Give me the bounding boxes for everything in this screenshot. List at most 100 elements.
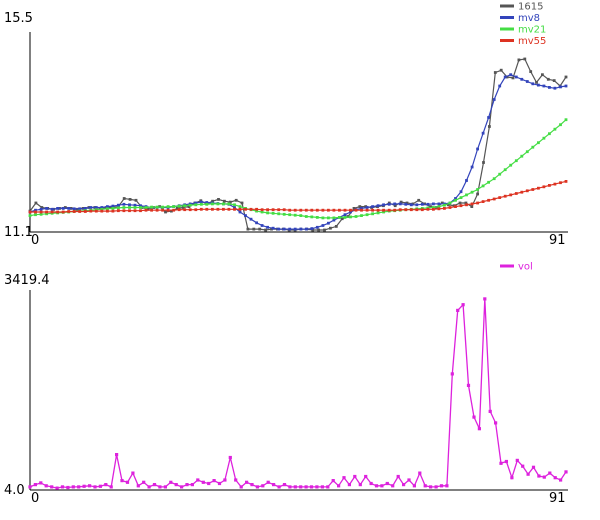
- data-point: [369, 481, 373, 486]
- data-point: [100, 206, 104, 209]
- data-point: [429, 205, 432, 208]
- data-point: [415, 203, 419, 207]
- data-point: [238, 207, 242, 211]
- series-line-1615: [29, 58, 567, 231]
- data-point: [360, 208, 363, 212]
- data-point: [537, 186, 540, 190]
- data-point: [34, 213, 37, 217]
- data-point: [63, 206, 67, 209]
- data-point: [393, 202, 397, 206]
- data-point: [492, 197, 496, 201]
- data-point: [559, 478, 563, 482]
- data-point: [343, 213, 347, 217]
- data-point: [115, 453, 119, 457]
- data-point: [45, 207, 48, 210]
- data-point: [505, 75, 509, 79]
- data-point: [509, 193, 513, 197]
- data-point: [89, 206, 93, 209]
- data-point: [277, 485, 281, 489]
- data-point: [465, 179, 468, 182]
- data-point: [166, 205, 170, 208]
- data-point: [164, 210, 167, 214]
- data-point: [454, 197, 457, 200]
- data-point: [559, 123, 562, 127]
- data-point: [277, 208, 281, 212]
- data-point: [244, 207, 247, 211]
- data-point: [188, 203, 192, 207]
- data-point: [525, 150, 529, 154]
- data-point: [131, 471, 135, 475]
- data-point: [461, 303, 465, 307]
- data-point: [288, 208, 292, 212]
- data-point: [520, 190, 524, 194]
- data-point: [299, 227, 303, 231]
- data-point: [365, 213, 369, 217]
- series-mv55: [28, 180, 568, 214]
- data-point: [233, 203, 236, 207]
- data-point: [246, 227, 250, 231]
- data-point: [299, 208, 303, 212]
- data-point: [56, 207, 59, 210]
- data-point: [559, 85, 562, 89]
- data-point: [266, 480, 270, 484]
- data-point: [111, 209, 115, 213]
- series-line-mv21: [29, 119, 567, 219]
- data-point: [393, 204, 397, 208]
- data-point: [28, 210, 32, 214]
- data-point: [338, 208, 341, 212]
- data-point: [349, 210, 352, 214]
- data-point: [352, 207, 356, 210]
- data-point: [317, 228, 320, 232]
- data-point: [34, 201, 38, 205]
- data-point: [199, 207, 203, 211]
- data-point: [456, 308, 460, 312]
- data-point: [217, 481, 222, 486]
- data-point: [133, 203, 137, 207]
- data-point: [387, 202, 391, 206]
- data-point: [223, 199, 226, 203]
- data-point: [190, 483, 194, 487]
- data-point: [310, 215, 314, 219]
- data-point: [282, 483, 287, 487]
- data-point: [396, 474, 400, 479]
- series-line-vol: [29, 298, 567, 489]
- data-point: [503, 75, 507, 79]
- data-point: [44, 484, 48, 488]
- data-point: [67, 210, 71, 213]
- data-point: [376, 208, 380, 212]
- data-point: [183, 208, 187, 212]
- data-point: [261, 484, 265, 488]
- data-point: [234, 478, 238, 482]
- data-point: [166, 208, 170, 212]
- data-point: [552, 79, 556, 82]
- data-point: [331, 479, 335, 483]
- data-point: [537, 141, 540, 145]
- data-point: [371, 212, 374, 216]
- data-point: [185, 483, 189, 487]
- data-point: [515, 458, 519, 462]
- data-point: [238, 210, 242, 214]
- data-point: [315, 216, 319, 219]
- data-point: [465, 193, 468, 197]
- data-point: [340, 217, 344, 221]
- data-point: [293, 213, 297, 217]
- data-point: [177, 204, 181, 208]
- data-point: [238, 205, 242, 208]
- legend-item-1615: 1615: [500, 2, 543, 13]
- data-point: [440, 201, 444, 205]
- data-point: [542, 185, 546, 189]
- data-point: [494, 421, 498, 425]
- data-point: [337, 484, 341, 488]
- data-point: [531, 82, 535, 86]
- data-point: [222, 202, 225, 206]
- data-point: [199, 200, 203, 204]
- data-point: [420, 202, 424, 206]
- data-point: [134, 198, 138, 202]
- data-point: [488, 125, 491, 128]
- data-point: [304, 485, 308, 489]
- data-point: [163, 485, 167, 489]
- data-point: [93, 485, 97, 489]
- data-point: [398, 208, 402, 212]
- data-point: [61, 210, 65, 214]
